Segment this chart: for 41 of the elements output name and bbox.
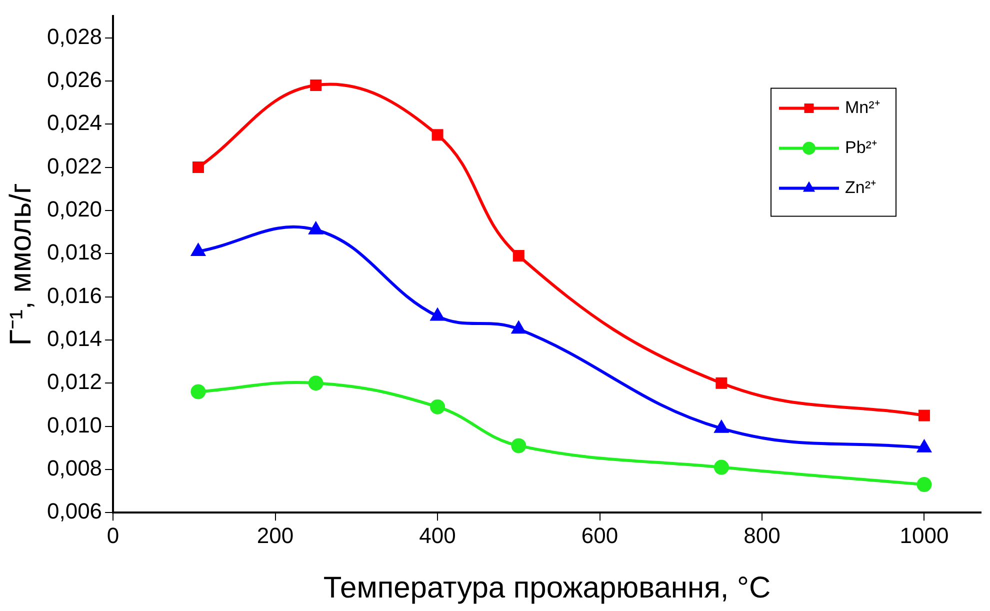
point	[190, 384, 206, 400]
x-tick-label: 1000	[900, 522, 949, 548]
y-tick-label: 0,006	[46, 498, 102, 524]
y-tick-label: 0,024	[46, 110, 102, 136]
y-tick-label: 0,012	[46, 369, 102, 394]
x-axis-title: Температура прожарювання, °C	[323, 571, 771, 604]
y-tick-label: 0,022	[46, 153, 102, 178]
y-tick-label: 0,014	[46, 326, 102, 351]
point	[308, 376, 324, 391]
point	[714, 420, 728, 433]
point	[192, 162, 204, 174]
x-tick-label: 800	[744, 522, 780, 548]
point	[918, 410, 930, 422]
point	[716, 377, 728, 389]
y-tick-label: 0,016	[46, 282, 102, 308]
point	[432, 129, 444, 141]
point	[192, 244, 205, 256]
y-tick-label: 0,018	[46, 240, 102, 265]
x-tick-label: 200	[256, 522, 294, 548]
y-tick-label: 0,010	[46, 412, 102, 438]
point	[430, 308, 444, 321]
x-tick-label: 400	[419, 522, 456, 548]
y-tick-label: 0,008	[46, 455, 102, 480]
y-tick-label: 0,028	[46, 24, 102, 49]
y-tick-label: 0,026	[46, 67, 102, 92]
legend-label: Mn²⁺	[845, 98, 880, 117]
point	[512, 322, 526, 334]
x-tick-label: 600	[581, 522, 618, 548]
point	[512, 250, 524, 262]
point	[714, 460, 729, 475]
point	[511, 438, 526, 454]
point	[430, 399, 446, 414]
y-axis-title: Г⁻¹, ммоль/г	[4, 183, 38, 346]
point	[309, 222, 323, 234]
x-tick-label: 0	[106, 522, 120, 548]
y-tick-label: 0,020	[46, 196, 102, 222]
point	[916, 477, 932, 492]
legend-label: Zn²⁺	[845, 178, 876, 197]
legend-label: Pb²⁺	[845, 138, 878, 157]
point	[310, 80, 322, 92]
point	[918, 440, 931, 452]
